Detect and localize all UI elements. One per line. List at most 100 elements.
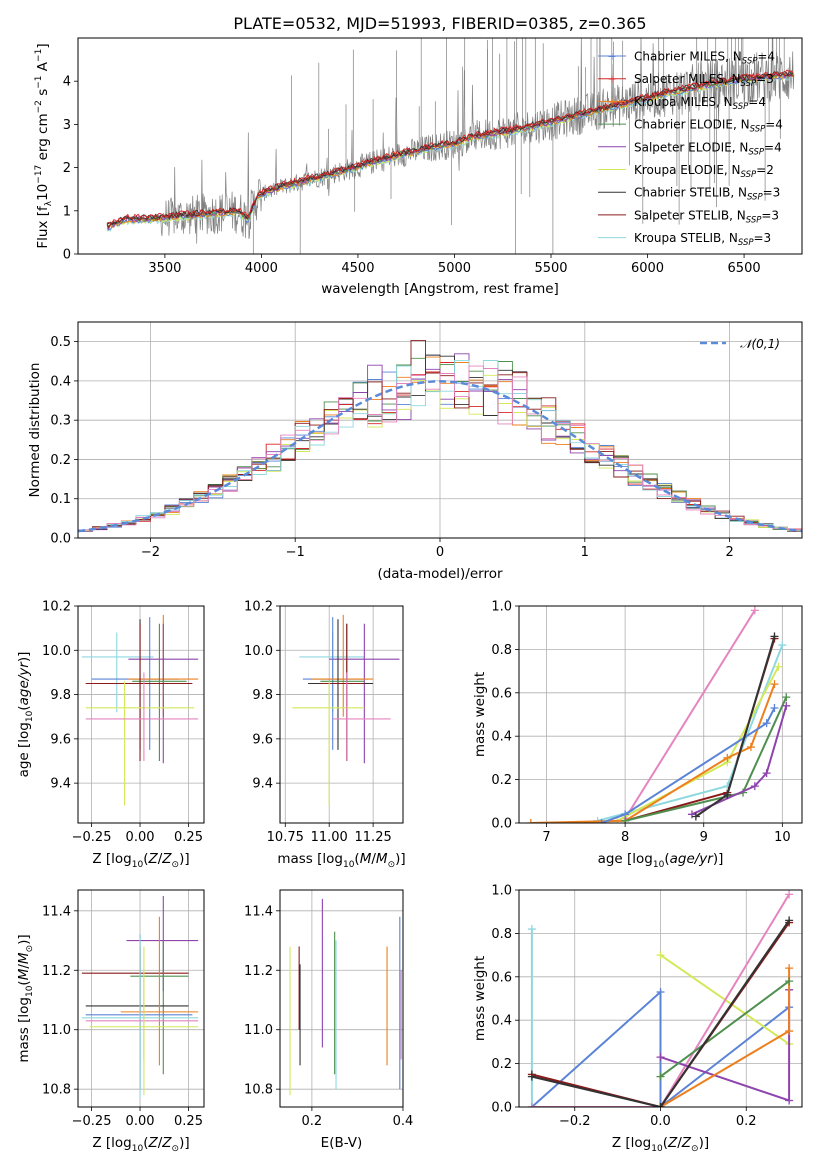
mass_vs_Z-panel: −0.25 0.00 0.25 10.8 11.0 11.2 11.4 Z [log10(Z/… xyxy=(16,889,205,1154)
y-axis-label: mass weight xyxy=(472,956,488,1041)
weight-marker-chabrier_miles xyxy=(621,810,630,819)
x-tick-label: −2 xyxy=(141,545,160,560)
weight-marker-kroupa_miles xyxy=(746,743,755,752)
y-tick-label: 0.6 xyxy=(491,970,512,985)
weight-marker-chabrier_elodie xyxy=(785,977,794,986)
weight-marker-salpeter_elodie xyxy=(785,1096,794,1105)
weight-marker-pink xyxy=(527,1103,536,1107)
weight_vs_age-plot-area xyxy=(526,606,791,823)
x-tick-label: 3500 xyxy=(148,261,181,276)
weight-marker-chabrier_stelib xyxy=(656,1103,665,1107)
weight-marker-chabrier_miles xyxy=(656,987,665,996)
normal-curve xyxy=(78,380,802,533)
weight-line-salpeter_elodie xyxy=(691,705,788,816)
weight_vs_Z-panel: −0.2 0.0 0.2 0.0 0.2 0.4 0.6 0.8 1.0 Z [log10(Z/Z… xyxy=(472,884,803,1154)
x-tick-label: 0.25 xyxy=(174,1114,203,1129)
weight-marker-salpeter_elodie xyxy=(656,1053,665,1062)
legend-marker: + xyxy=(607,73,616,86)
axes-frame xyxy=(518,605,803,824)
x-axis-label: E(B-V) xyxy=(321,1135,363,1151)
x-tick-label: 6000 xyxy=(631,261,664,276)
x-tick-label: 0.00 xyxy=(126,830,155,845)
model-line-kroupa_miles xyxy=(106,72,794,230)
model-line-salpeter_miles xyxy=(106,69,794,224)
weight-marker-kroupa_elodie xyxy=(656,951,665,960)
x-tick-label: 5000 xyxy=(438,261,471,276)
spectrum-legend: + Chabrier MILES, NSSP=4 + Salpeter MILES, … xyxy=(598,50,783,248)
mass_vs_ebv-panel: 0.2 0.4 10.8 11.0 11.2 11.4 E(B-V) xyxy=(244,889,413,1151)
mass_vs_Z-plot-area xyxy=(81,895,199,1099)
y-tick-label: 0.0 xyxy=(50,532,71,547)
y-tick-label: 1.0 xyxy=(491,884,512,899)
x-axis-label: age [log10(age/yr)] xyxy=(598,851,724,870)
weight-marker-pink xyxy=(750,606,759,615)
x-tick-label: 9 xyxy=(700,830,708,845)
x-tick-label: 0.00 xyxy=(126,1114,155,1129)
weight-marker-kroupa_miles xyxy=(526,819,535,823)
axes-frame xyxy=(518,889,803,1108)
weight-marker-kroupa_miles xyxy=(785,964,794,973)
weight-marker-chabrier_miles xyxy=(770,703,779,712)
axes-frame xyxy=(77,37,803,255)
weight-marker-kroupa_elodie xyxy=(774,662,783,671)
y-tick-label: 0.0 xyxy=(491,1101,512,1116)
x-tick-label: 0.0 xyxy=(650,1114,671,1129)
axes-frame xyxy=(77,605,205,824)
legend-label-kroupa_miles: Kroupa MILES, NSSP=4 xyxy=(634,95,766,112)
y-tick-label: 0.4 xyxy=(491,730,512,745)
x-tick-label: 1 xyxy=(581,545,589,560)
legend-label-chabrier_miles: Chabrier MILES, NSSP=4 xyxy=(634,50,775,67)
weight-marker-chabrier_elodie xyxy=(656,1072,665,1081)
y-tick-label: 0.2 xyxy=(50,453,71,468)
age_vs_Z-plot-area xyxy=(81,614,199,806)
x-tick-label: 5500 xyxy=(534,261,567,276)
x-tick-label: 11.25 xyxy=(355,830,392,845)
x-axis-label: Z [log10(Z/Z⊙)] xyxy=(92,1135,189,1154)
y-tick-label: 9.4 xyxy=(252,777,273,792)
y-tick-label: 10.2 xyxy=(244,600,273,615)
spectrum-panel: 3500 4000 4500 5000 5500 6000 6500 0 1 2 3 4 wavelen… xyxy=(34,37,803,297)
y-tick-label: 9.6 xyxy=(50,732,71,747)
y-tick-label: 11.2 xyxy=(244,964,273,979)
y-tick-label: 0.8 xyxy=(491,643,512,658)
y-tick-label: 9.6 xyxy=(252,732,273,747)
y-tick-label: 3 xyxy=(63,118,71,133)
weight_vs_Z-plot-area xyxy=(527,890,794,1107)
y-axis-label: mass weight xyxy=(472,672,488,757)
axes-frame xyxy=(77,321,803,539)
weight-marker-kroupa_stelib xyxy=(778,641,787,650)
spectrum-plot-area xyxy=(106,38,795,254)
x-tick-label: 0.2 xyxy=(736,1114,757,1129)
weight-marker-chabrier_stelib xyxy=(723,790,732,799)
legend-label-salpeter_elodie: Salpeter ELODIE, NSSP=4 xyxy=(634,140,782,157)
weight-line-pink xyxy=(531,893,790,1107)
charts-layer: 3500 4000 4500 5000 5500 6000 6500 0 1 2 3 4 wavelen… xyxy=(16,37,803,1154)
weight_vs_age-panel: 7 8 9 10 0.0 0.2 0.4 0.6 0.8 1.0 age [log10(age/yr… xyxy=(472,600,803,870)
weight-marker-chabrier_stelib xyxy=(770,632,779,641)
axes-frame xyxy=(279,605,404,824)
weight-line-pink xyxy=(624,609,756,820)
y-tick-label: 10.8 xyxy=(42,1083,71,1098)
weight-marker-kroupa_miles xyxy=(770,680,779,689)
legend-label-salpeter_miles: Salpeter MILES, NSSP=3 xyxy=(634,72,774,89)
y-tick-label: 10.8 xyxy=(244,1083,273,1098)
x-tick-label: 8 xyxy=(621,830,629,845)
y-tick-label: 10.2 xyxy=(42,600,71,615)
x-tick-label: −1 xyxy=(286,545,305,560)
x-axis-label: wavelength [Angstrom, rest frame] xyxy=(321,281,559,297)
age_vs_mass-panel: 10.75 11.00 11.25 9.4 9.6 9.8 10.0 10.2 mass [lo… xyxy=(244,600,406,871)
x-axis-label: Z [log10(Z/Z⊙)] xyxy=(612,1135,709,1154)
weight-marker-salpeter_elodie xyxy=(762,769,771,778)
y-tick-label: 0.4 xyxy=(491,1014,512,1029)
y-tick-label: 0.8 xyxy=(491,927,512,942)
x-axis-label: (data-model)/error xyxy=(377,566,503,582)
weight-marker-kroupa_miles xyxy=(723,753,732,762)
x-tick-label: −0.25 xyxy=(72,830,112,845)
y-tick-label: 0.2 xyxy=(491,773,512,788)
legend-label-chabrier_stelib: Chabrier STELIB, NSSP=3 xyxy=(634,186,780,203)
y-tick-label: 1 xyxy=(63,204,71,219)
age_vs_Z-panel: −0.25 0.00 0.25 9.4 9.6 9.8 10.0 10.2 Z [log10(Z… xyxy=(16,600,205,870)
x-tick-label: 6500 xyxy=(728,261,761,276)
y-tick-label: 0.1 xyxy=(50,492,71,507)
weight-marker-chabrier_miles xyxy=(597,819,606,823)
